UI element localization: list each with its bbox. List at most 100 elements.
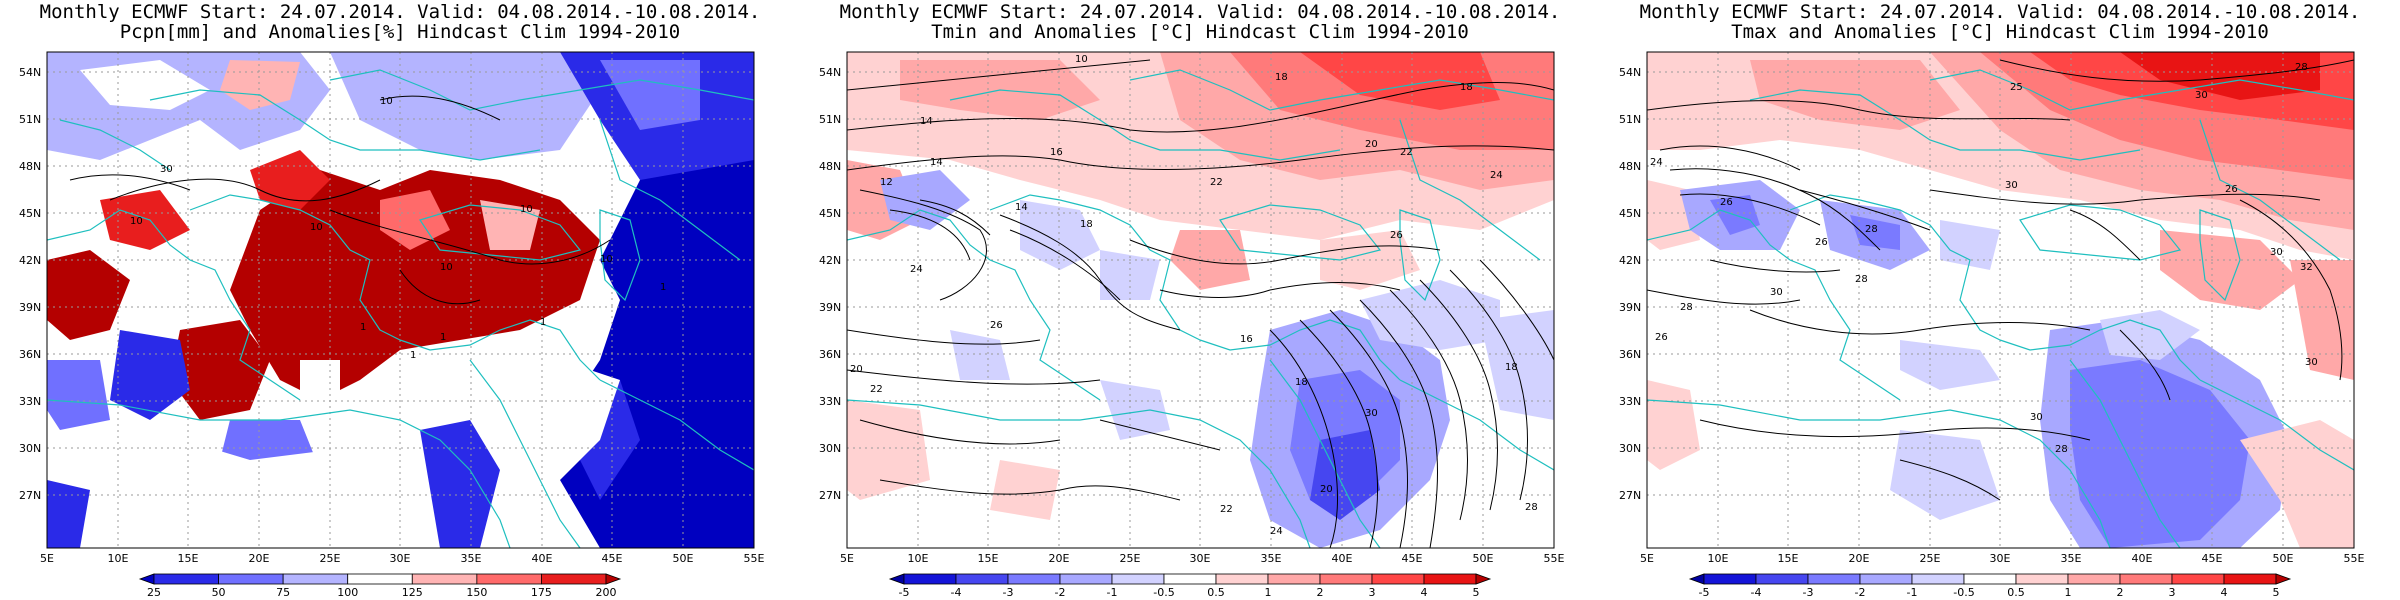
lat-label: 42N	[819, 254, 841, 267]
colorbar-label: 0.5	[2007, 586, 2025, 599]
colorbar-label: -0.5	[1953, 586, 1974, 599]
lat-label: 45N	[819, 207, 841, 220]
colorbar-swatch	[2119, 573, 2173, 585]
contour-label: 28	[1680, 302, 1693, 313]
tmax-anomaly-field	[1647, 52, 2354, 548]
contour-label: 18	[1295, 377, 1308, 388]
colorbar-label: 0.5	[1207, 586, 1225, 599]
lon-label: 35E	[1261, 552, 1282, 565]
lon-label: 50E	[1473, 552, 1494, 565]
tmax-map: 28 25 30 24 26 30 26 28 26 30 32 28 30 2…	[1619, 51, 2365, 599]
lat-label: 30N	[1619, 442, 1641, 455]
lat-label: 33N	[19, 395, 41, 408]
lon-label: 50E	[2273, 552, 2294, 565]
panel-title-line1: Monthly ECMWF Start: 24.07.2014. Valid: …	[39, 1, 761, 23]
contour-label: 1	[360, 322, 366, 333]
lat-label: 39N	[1619, 301, 1641, 314]
contour-label: 20	[850, 364, 863, 375]
colorbar-label: 50	[212, 586, 226, 599]
colorbar-swatch	[605, 573, 622, 585]
lat-label: 51N	[1619, 113, 1641, 126]
colorbar-label: 100	[337, 586, 358, 599]
colorbar-swatch	[476, 573, 542, 585]
contour-label: 24	[910, 264, 923, 275]
lon-label: 10E	[108, 552, 129, 565]
colorbar-label: 125	[402, 586, 423, 599]
lat-label: 51N	[19, 113, 41, 126]
contour-label: 32	[2300, 262, 2313, 273]
colorbar-swatch	[2275, 573, 2292, 585]
colorbar-label: 150	[466, 586, 487, 599]
colorbar-swatch	[955, 573, 1009, 585]
colorbar-swatch	[1911, 573, 1965, 585]
lat-label: 45N	[1619, 207, 1641, 220]
contour-label: 1	[540, 317, 546, 328]
contour-label: 14	[930, 157, 943, 168]
contour-label: 28	[1865, 224, 1878, 235]
latitude-labels: 54N 51N 48N 45N 42N 39N 36N 33N 30N 27N	[19, 66, 41, 502]
colorbar-swatch	[1267, 573, 1321, 585]
contour-label: 10	[520, 204, 533, 215]
contour-label: 14	[920, 116, 933, 127]
contour-label: 25	[2010, 82, 2023, 93]
contour-labels: 18 10 14 12 14 16 18 20 22 22 24 14 18 2…	[850, 54, 1538, 537]
contour-label: 12	[880, 177, 893, 188]
colorbar-swatch	[1319, 573, 1373, 585]
lon-label: 5E	[840, 552, 854, 565]
panel-title-line2: Tmin and Anomalies [°C] Hindcast Clim 19…	[931, 21, 1469, 43]
colorbar-swatch	[2171, 573, 2225, 585]
longitude-labels: 5E 10E 15E 20E 25E 30E 35E 40E 45E 50E 5…	[1640, 552, 2364, 565]
colorbar-label: -4	[951, 586, 962, 599]
colorbar-label: -0.5	[1153, 586, 1174, 599]
colorbar-label: -2	[1855, 586, 1866, 599]
lon-label: 35E	[2061, 552, 2082, 565]
contour-label: 1	[660, 282, 666, 293]
lat-label: 54N	[1619, 66, 1641, 79]
lat-label: 27N	[19, 489, 41, 502]
contour-label: 30	[2005, 180, 2018, 191]
colorbar-label: -3	[1803, 586, 1814, 599]
lon-label: 5E	[40, 552, 54, 565]
colorbar-swatch	[411, 573, 478, 585]
colorbar-swatch	[1215, 573, 1269, 585]
tmin-colorbar: -5 -4 -3 -2 -1 -0.5 0.5 1 2 3 4 5	[888, 573, 1492, 599]
lon-label: 35E	[461, 552, 482, 565]
contour-label: 24	[1270, 526, 1283, 537]
colorbar-label: 3	[2169, 586, 2176, 599]
contour-labels: 10 10 10 10 10 10 30 1 1 1 1 1	[130, 96, 666, 361]
contour-labels: 28 25 30 24 26 30 26 28 26 30 32 28 30 2…	[1650, 62, 2318, 455]
panel-title-line2: Pcpn[mm] and Anomalies[%] Hindcast Clim …	[119, 21, 681, 43]
colorbar-swatch	[1859, 573, 1913, 585]
contour-label: 26	[1655, 332, 1668, 343]
contour-label: 10	[310, 222, 323, 233]
precip-map: 10 10 10 10 10 10 30 1 1 1 1 1 54N 51N 4…	[19, 51, 765, 599]
colorbar-swatch	[541, 573, 607, 585]
contour-label: 30	[2030, 412, 2043, 423]
colorbar-swatch	[1371, 573, 1425, 585]
lat-label: 36N	[819, 348, 841, 361]
colorbar-swatch	[1423, 573, 1477, 585]
colorbar-label: 5	[2273, 586, 2280, 599]
colorbar-label: 75	[276, 586, 290, 599]
colorbar-label: 25	[147, 586, 161, 599]
lat-label: 27N	[1619, 489, 1641, 502]
lat-label: 48N	[19, 160, 41, 173]
contour-label: 26	[990, 320, 1003, 331]
lon-label: 40E	[2132, 552, 2153, 565]
colorbar-swatch	[1111, 573, 1165, 585]
lon-label: 20E	[1849, 552, 1870, 565]
lon-label: 20E	[1049, 552, 1070, 565]
lon-label: 15E	[1778, 552, 1799, 565]
lon-label: 25E	[1920, 552, 1941, 565]
lat-label: 48N	[1619, 160, 1641, 173]
lon-label: 5E	[1640, 552, 1654, 565]
colorbar-label: -3	[1003, 586, 1014, 599]
colorbar-label: 2	[2117, 586, 2124, 599]
contour-label: 26	[1390, 230, 1403, 241]
colorbar-swatch	[1755, 573, 1809, 585]
tmax-colorbar: -5 -4 -3 -2 -1 -0.5 0.5 1 2 3 4 5	[1688, 573, 2292, 599]
lon-label: 40E	[532, 552, 553, 565]
colorbar-swatch	[2067, 573, 2121, 585]
tmin-map: 18 10 14 12 14 16 18 20 22 22 24 14 18 2…	[819, 51, 1565, 599]
colorbar-swatch	[1059, 573, 1113, 585]
